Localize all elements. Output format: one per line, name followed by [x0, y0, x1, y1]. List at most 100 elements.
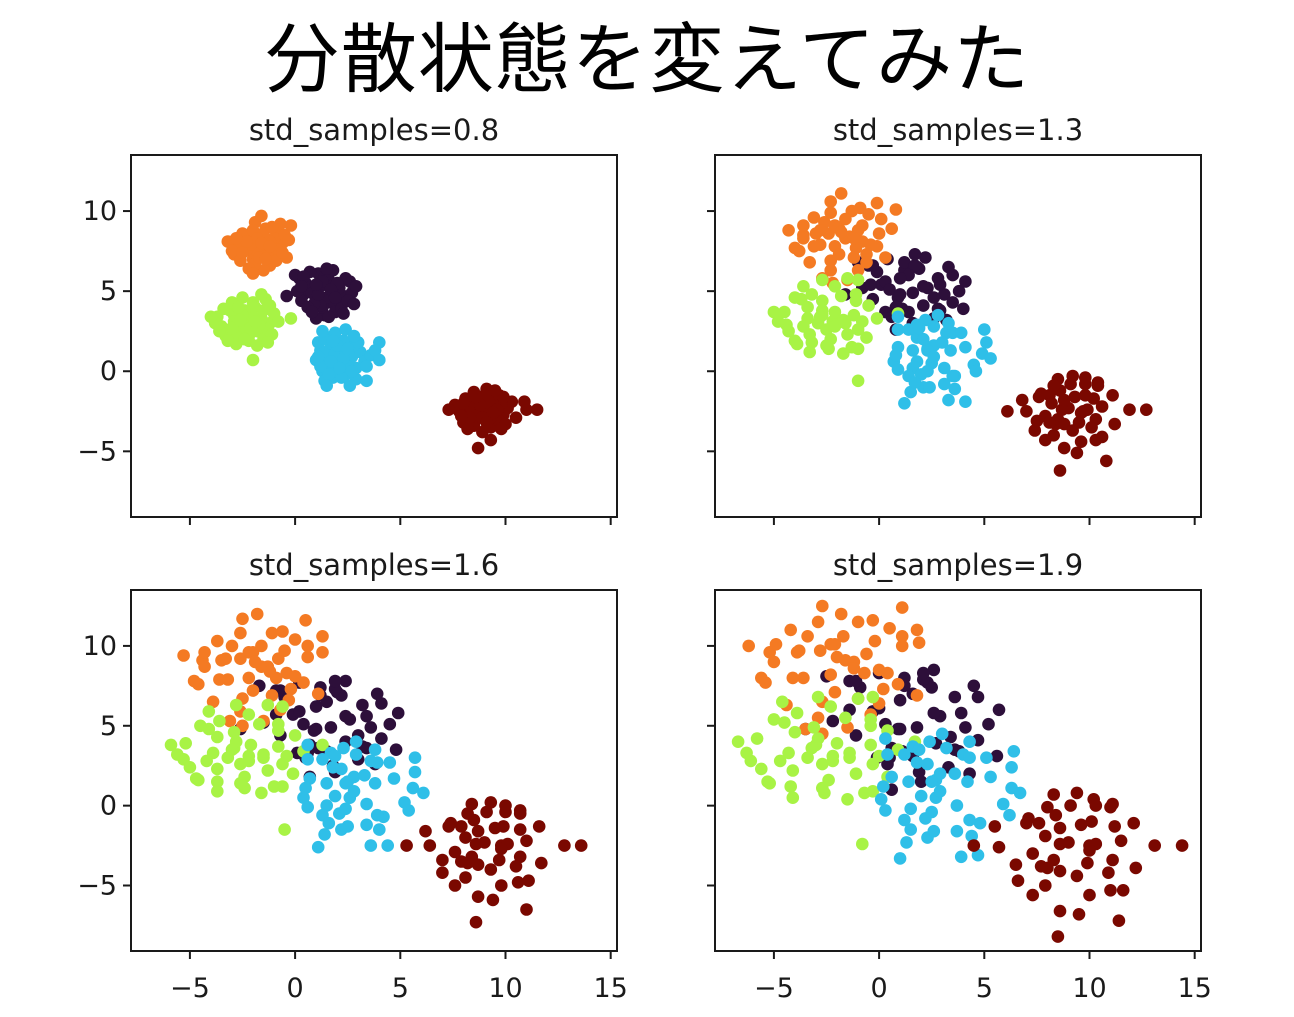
data-point-cluster-2: [797, 232, 810, 245]
data-point-cluster-3: [227, 725, 241, 739]
data-point-cluster-1: [311, 288, 325, 301]
data-point-cluster-4: [349, 735, 363, 748]
x-tick-label: 10: [488, 973, 522, 1004]
data-point-cluster-2: [265, 626, 279, 640]
data-point-cluster-2: [301, 639, 315, 653]
data-point-cluster-1: [328, 674, 342, 688]
data-point-cluster-4: [364, 839, 378, 852]
y-tick-label: 5: [100, 276, 117, 307]
data-point-cluster-1: [908, 248, 922, 261]
data-point-cluster-5: [461, 807, 474, 820]
data-point-cluster-4: [328, 789, 342, 803]
data-point-cluster-4: [322, 368, 336, 381]
data-point-cluster-5: [480, 416, 493, 429]
data-point-cluster-4: [910, 355, 924, 368]
plot-frame: [714, 589, 1202, 952]
data-point-cluster-4: [341, 820, 355, 833]
data-point-cluster-3: [851, 273, 865, 287]
data-point-cluster-5: [488, 384, 502, 397]
data-point-cluster-4: [931, 308, 945, 322]
data-point-cluster-5: [574, 839, 588, 852]
x-tick-label: −5: [170, 973, 210, 1004]
data-point-cluster-5: [1087, 793, 1100, 806]
data-point-cluster-4: [311, 840, 325, 854]
data-point-cluster-4: [959, 395, 972, 409]
data-point-cluster-3: [250, 339, 264, 352]
data-point-cluster-3: [234, 777, 247, 790]
data-point-cluster-5: [1129, 861, 1143, 875]
data-point-cluster-2: [786, 671, 800, 685]
data-point-cluster-5: [1085, 421, 1098, 434]
data-point-cluster-1: [946, 296, 959, 309]
chart-panel-2: std_samples=1.3: [707, 113, 1202, 525]
data-point-cluster-4: [912, 321, 926, 335]
data-point-cluster-2: [213, 673, 226, 686]
data-point-cluster-4: [360, 360, 373, 373]
data-point-cluster-4: [314, 360, 327, 373]
data-point-cluster-5: [448, 879, 462, 892]
data-point-cluster-1: [967, 679, 981, 693]
data-point-cluster-3: [816, 294, 829, 308]
data-point-cluster-5: [1066, 424, 1079, 437]
points-layer: [767, 187, 1153, 477]
figure-title: 分散状態を変えてみた: [263, 15, 1031, 104]
data-point-cluster-4: [889, 348, 903, 362]
data-point-cluster-2: [255, 639, 268, 653]
data-point-cluster-3: [841, 328, 854, 341]
data-point-cluster-1: [826, 714, 840, 728]
data-point-cluster-3: [238, 332, 251, 346]
data-point-cluster-3: [755, 762, 768, 776]
data-point-cluster-3: [204, 310, 218, 324]
data-point-cluster-5: [455, 855, 468, 868]
data-point-cluster-4: [885, 770, 898, 784]
data-point-cluster-5: [495, 879, 508, 892]
data-point-cluster-5: [558, 839, 571, 852]
data-point-cluster-4: [345, 364, 359, 378]
data-point-cluster-2: [895, 630, 909, 643]
x-tick-label: 5: [976, 973, 993, 1004]
data-point-cluster-5: [1114, 834, 1128, 848]
data-point-cluster-5: [532, 820, 546, 833]
data-point-cluster-1: [906, 286, 920, 300]
data-point-cluster-1: [898, 255, 911, 269]
y-tick-label: 5: [100, 711, 117, 742]
data-point-cluster-5: [1083, 888, 1096, 902]
data-point-cluster-5: [1104, 800, 1117, 814]
data-point-cluster-2: [851, 615, 865, 629]
data-point-cluster-3: [244, 738, 258, 752]
points-layer: [204, 209, 544, 455]
data-point-cluster-2: [910, 623, 924, 637]
data-point-cluster-4: [358, 769, 371, 782]
data-point-cluster-5: [495, 842, 508, 856]
data-point-cluster-3: [828, 305, 842, 319]
data-point-cluster-5: [471, 858, 485, 871]
data-point-cluster-2: [265, 220, 279, 234]
data-point-cluster-3: [811, 690, 825, 704]
data-point-cluster-3: [242, 754, 256, 768]
data-point-cluster-2: [263, 240, 277, 253]
data-point-cluster-3: [790, 706, 804, 720]
data-point-cluster-1: [957, 302, 970, 316]
data-point-cluster-2: [824, 264, 837, 277]
data-point-cluster-4: [417, 786, 430, 800]
data-point-cluster-3: [261, 698, 275, 712]
data-point-cluster-4: [954, 326, 968, 340]
data-point-cluster-3: [211, 785, 224, 798]
data-point-cluster-5: [513, 823, 527, 836]
data-point-cluster-5: [442, 820, 456, 833]
data-point-cluster-4: [343, 379, 357, 393]
data-point-cluster-4: [904, 823, 917, 836]
x-tick-label: −5: [754, 973, 794, 1004]
data-point-cluster-2: [316, 630, 329, 643]
data-point-cluster-3: [740, 746, 753, 760]
data-point-cluster-5: [522, 874, 535, 887]
data-point-cluster-5: [1068, 390, 1082, 404]
data-point-cluster-4: [963, 735, 976, 748]
data-point-cluster-5: [1140, 403, 1153, 417]
data-point-cluster-4: [914, 789, 928, 803]
data-point-cluster-2: [276, 625, 289, 638]
data-point-cluster-2: [784, 623, 797, 637]
data-point-cluster-2: [223, 714, 237, 728]
data-point-cluster-3: [183, 761, 197, 774]
data-point-cluster-5: [484, 433, 498, 447]
